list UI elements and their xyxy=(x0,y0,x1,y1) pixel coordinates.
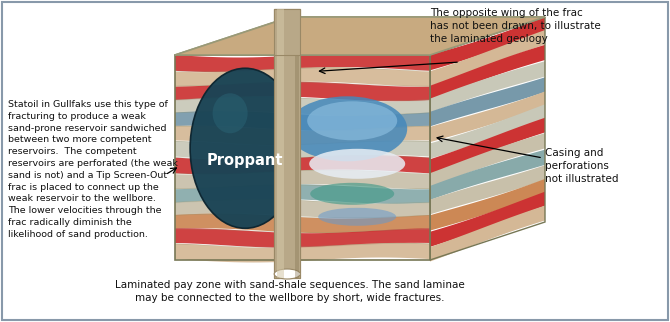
Polygon shape xyxy=(430,77,545,127)
Polygon shape xyxy=(430,133,545,187)
Bar xyxy=(274,9,300,278)
Text: Casing and
perforations
not illustrated: Casing and perforations not illustrated xyxy=(545,148,618,185)
Ellipse shape xyxy=(310,183,394,205)
Polygon shape xyxy=(430,17,545,70)
Polygon shape xyxy=(175,67,430,87)
Text: Statoil in Gullfaks use this type of
fracturing to produce a weak
sand-prone res: Statoil in Gullfaks use this type of fra… xyxy=(8,100,178,239)
Polygon shape xyxy=(175,140,430,160)
Ellipse shape xyxy=(318,208,396,226)
Polygon shape xyxy=(430,205,545,261)
Polygon shape xyxy=(430,91,545,142)
Polygon shape xyxy=(175,126,430,145)
Polygon shape xyxy=(430,45,545,100)
Text: Proppant: Proppant xyxy=(207,153,283,168)
Polygon shape xyxy=(175,243,430,262)
Text: Laminated pay zone with sand-shale sequences. The sand laminae
may be connected : Laminated pay zone with sand-shale seque… xyxy=(115,280,464,303)
Bar xyxy=(295,9,299,278)
Polygon shape xyxy=(430,179,545,231)
Bar xyxy=(277,9,284,278)
Polygon shape xyxy=(430,61,545,113)
Bar xyxy=(277,9,284,55)
Ellipse shape xyxy=(212,93,248,133)
Polygon shape xyxy=(175,111,430,131)
Polygon shape xyxy=(175,199,430,219)
Bar xyxy=(274,9,300,278)
Polygon shape xyxy=(430,30,545,86)
Bar xyxy=(274,9,300,55)
Bar xyxy=(295,9,299,278)
Polygon shape xyxy=(175,17,545,55)
Polygon shape xyxy=(175,184,430,204)
Text: The opposite wing of the frac
has not been drawn, to illustrate
the laminated ge: The opposite wing of the frac has not be… xyxy=(430,8,601,44)
Polygon shape xyxy=(175,213,430,233)
Polygon shape xyxy=(430,150,545,200)
Ellipse shape xyxy=(308,101,397,140)
Polygon shape xyxy=(430,118,545,174)
Polygon shape xyxy=(175,96,430,116)
Bar xyxy=(277,9,284,278)
Polygon shape xyxy=(175,82,430,101)
Polygon shape xyxy=(430,104,545,159)
Polygon shape xyxy=(175,155,430,175)
Polygon shape xyxy=(175,17,545,55)
Polygon shape xyxy=(430,165,545,214)
Ellipse shape xyxy=(190,68,300,228)
Ellipse shape xyxy=(274,269,300,279)
Polygon shape xyxy=(175,170,430,189)
Polygon shape xyxy=(175,228,430,248)
Polygon shape xyxy=(175,52,430,72)
Ellipse shape xyxy=(309,149,405,179)
Polygon shape xyxy=(430,192,545,247)
Ellipse shape xyxy=(287,96,407,161)
